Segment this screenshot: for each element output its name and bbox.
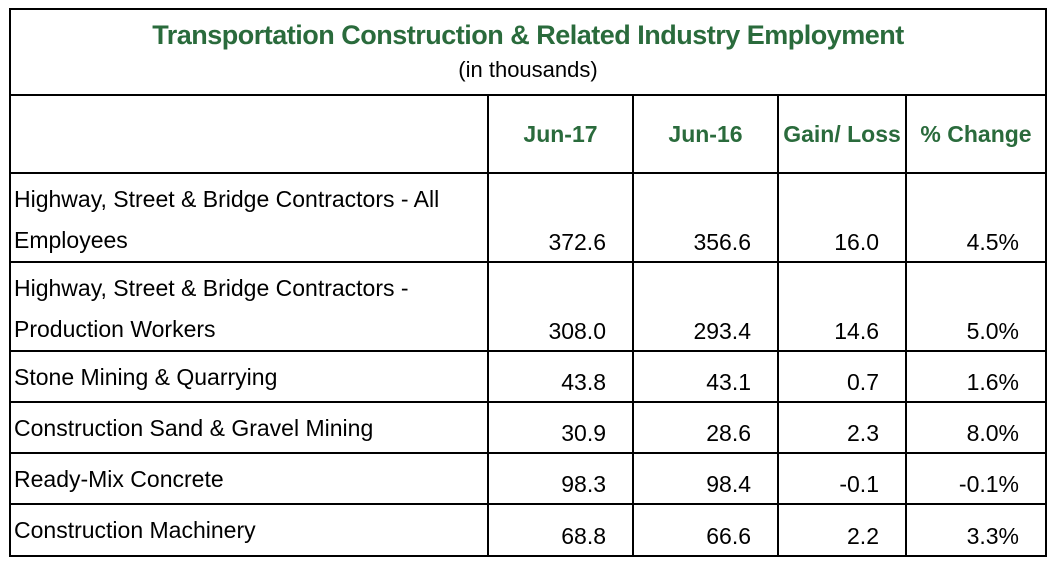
row-label: Highway, Street & Bridge Contractors - A…	[11, 173, 489, 263]
cell-pct-change: 1.6%	[906, 351, 1045, 403]
cell-jun16: 43.1	[633, 351, 779, 403]
cell-gain-loss: 2.3	[778, 402, 907, 454]
row-label: Construction Machinery	[11, 504, 489, 555]
cell-pct-change: 4.5%	[906, 173, 1045, 263]
table-subtitle: (in thousands)	[458, 57, 598, 82]
cell-pct-change: -0.1%	[906, 453, 1045, 505]
header-row: Jun-17 Jun-16 Gain/ Loss % Change	[11, 96, 1045, 174]
table-title: Transportation Construction & Related In…	[152, 20, 904, 50]
cell-jun17: 308.0	[488, 262, 634, 352]
title-block: Transportation Construction & Related In…	[11, 10, 1045, 96]
cell-jun16: 356.6	[633, 173, 779, 263]
header-jun17: Jun-17	[488, 96, 634, 174]
cell-jun17: 98.3	[488, 453, 634, 505]
employment-table-container: Transportation Construction & Related In…	[9, 8, 1047, 557]
cell-gain-loss: 2.2	[778, 504, 907, 555]
table-row: Highway, Street & Bridge Contractors - P…	[11, 262, 1045, 352]
cell-jun16: 293.4	[633, 262, 779, 352]
header-gain-loss: Gain/ Loss	[778, 96, 907, 174]
header-pct-change: % Change	[906, 96, 1045, 174]
employment-table: Jun-17 Jun-16 Gain/ Loss % Change Highwa…	[11, 96, 1045, 555]
table-row: Highway, Street & Bridge Contractors - A…	[11, 173, 1045, 263]
table-row: Ready-Mix Concrete 98.3 98.4 -0.1 -0.1%	[11, 453, 1045, 505]
cell-jun16: 98.4	[633, 453, 779, 505]
cell-jun17: 68.8	[488, 504, 634, 555]
cell-jun17: 30.9	[488, 402, 634, 454]
row-label: Highway, Street & Bridge Contractors - P…	[11, 262, 489, 352]
row-label: Stone Mining & Quarrying	[11, 351, 489, 403]
row-label: Ready-Mix Concrete	[11, 453, 489, 505]
cell-gain-loss: 0.7	[778, 351, 907, 403]
cell-pct-change: 5.0%	[906, 262, 1045, 352]
cell-pct-change: 8.0%	[906, 402, 1045, 454]
cell-jun17: 372.6	[488, 173, 634, 263]
header-label	[11, 96, 489, 174]
cell-gain-loss: 14.6	[778, 262, 907, 352]
cell-gain-loss: 16.0	[778, 173, 907, 263]
table-row: Construction Machinery 68.8 66.6 2.2 3.3…	[11, 504, 1045, 555]
cell-jun17: 43.8	[488, 351, 634, 403]
cell-pct-change: 3.3%	[966, 523, 1019, 549]
cell-gain-loss: -0.1	[778, 453, 907, 505]
cell-jun16: 28.6	[633, 402, 779, 454]
header-jun16: Jun-16	[633, 96, 779, 174]
table-row: Construction Sand & Gravel Mining 30.9 2…	[11, 402, 1045, 454]
table-row: Stone Mining & Quarrying 43.8 43.1 0.7 1…	[11, 351, 1045, 403]
cell-jun16: 66.6	[633, 504, 779, 555]
row-label: Construction Sand & Gravel Mining	[11, 402, 489, 454]
